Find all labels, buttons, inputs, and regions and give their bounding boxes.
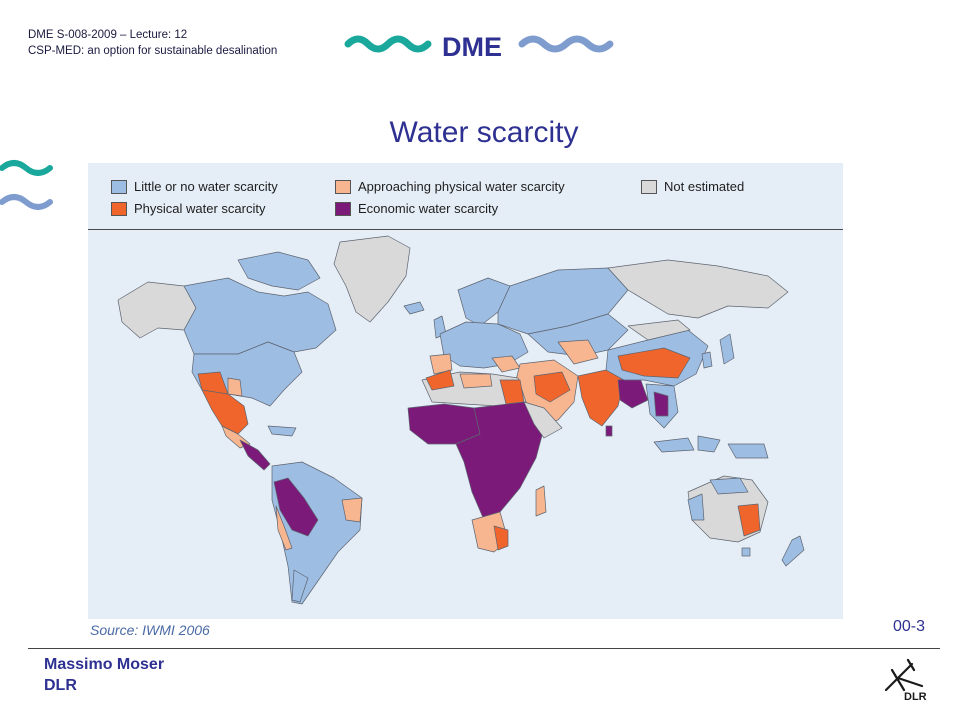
region-madagascar [535,485,547,517]
region-tasmania [741,547,751,557]
region-china-north-physical [617,347,691,379]
map-source: Source: IWMI 2006 [90,622,210,638]
region-indonesia-1 [653,437,695,453]
dlr-logo-text: DLR [904,691,927,703]
author-name: Massimo Moser [44,656,165,673]
water-scarcity-map: Little or no water scarcity Approaching … [88,163,843,619]
footer-author: Massimo Moser DLR [44,654,164,696]
legend-item-economic: Economic water scarcity [335,201,498,216]
world-map [117,235,805,605]
slide-title: Water scarcity [389,116,579,149]
teal-wave-icon [344,35,432,53]
legend-swatch [335,201,351,216]
region-middle-east-physical [533,371,571,403]
region-australia-north [709,477,749,495]
legend-swatch [335,179,351,194]
region-libya-coast [459,373,493,389]
region-south-africa-physical [493,525,509,551]
region-new-zealand [781,535,805,567]
region-patagonia [291,569,309,603]
blue-wave-icon [518,35,614,53]
slide-number: 00-3 [893,618,926,635]
region-indochina-economic [653,391,669,417]
legend-swatch [641,179,657,194]
region-peru-coast [275,505,293,551]
region-canada [183,277,337,355]
region-japan [719,333,735,365]
region-central-asia-scarcity [557,339,599,365]
region-mexico [201,389,249,435]
region-australia-east [737,503,761,537]
region-us-plains [227,377,243,397]
region-central-america [239,439,271,471]
region-korea [701,351,713,369]
lecture-code: DME S-008-2009 – Lecture: 12 [28,29,188,41]
footer-divider [28,648,940,649]
region-horn-africa [523,401,563,439]
legend-swatch [111,179,127,194]
lecture-header: DME S-008-2009 – Lecture: 12 CSP-MED: an… [28,27,277,59]
region-iberia [429,353,453,375]
region-caribbean [267,425,297,437]
region-greenland [333,235,411,323]
legend-item-physical: Physical water scarcity [111,201,265,216]
legend-item-not-estimated: Not estimated [641,179,744,194]
region-south-asia [577,369,625,427]
dme-logo-text: DME [442,32,502,62]
dlr-logo-mark-icon [884,658,924,692]
side-waves-icon [0,160,53,210]
region-russia-east [607,259,789,319]
region-bangladesh [617,377,649,409]
region-iceland [403,301,425,315]
region-brazil-northeast [341,497,363,523]
region-mongolia [627,319,691,341]
region-arctic-islands [237,251,321,291]
lecture-subtitle: CSP-MED: an option for sustainable desal… [28,45,278,57]
legend-item-approaching: Approaching physical water scarcity [335,179,565,194]
region-australia-west [687,493,705,521]
region-indonesia-2 [697,435,721,453]
region-new-guinea [727,443,769,459]
dlr-logo: DLR [884,658,927,703]
dme-logo: DME [344,32,614,62]
region-andes-economic [273,477,319,537]
region-sri-lanka [605,425,613,437]
legend-swatch [111,201,127,216]
legend-item-little: Little or no water scarcity [111,179,278,194]
author-org: DLR [44,677,77,694]
region-central-asia [527,313,629,357]
region-maghreb [425,369,455,391]
region-west-africa [407,403,481,445]
map-legend: Little or no water scarcity Approaching … [88,163,843,230]
